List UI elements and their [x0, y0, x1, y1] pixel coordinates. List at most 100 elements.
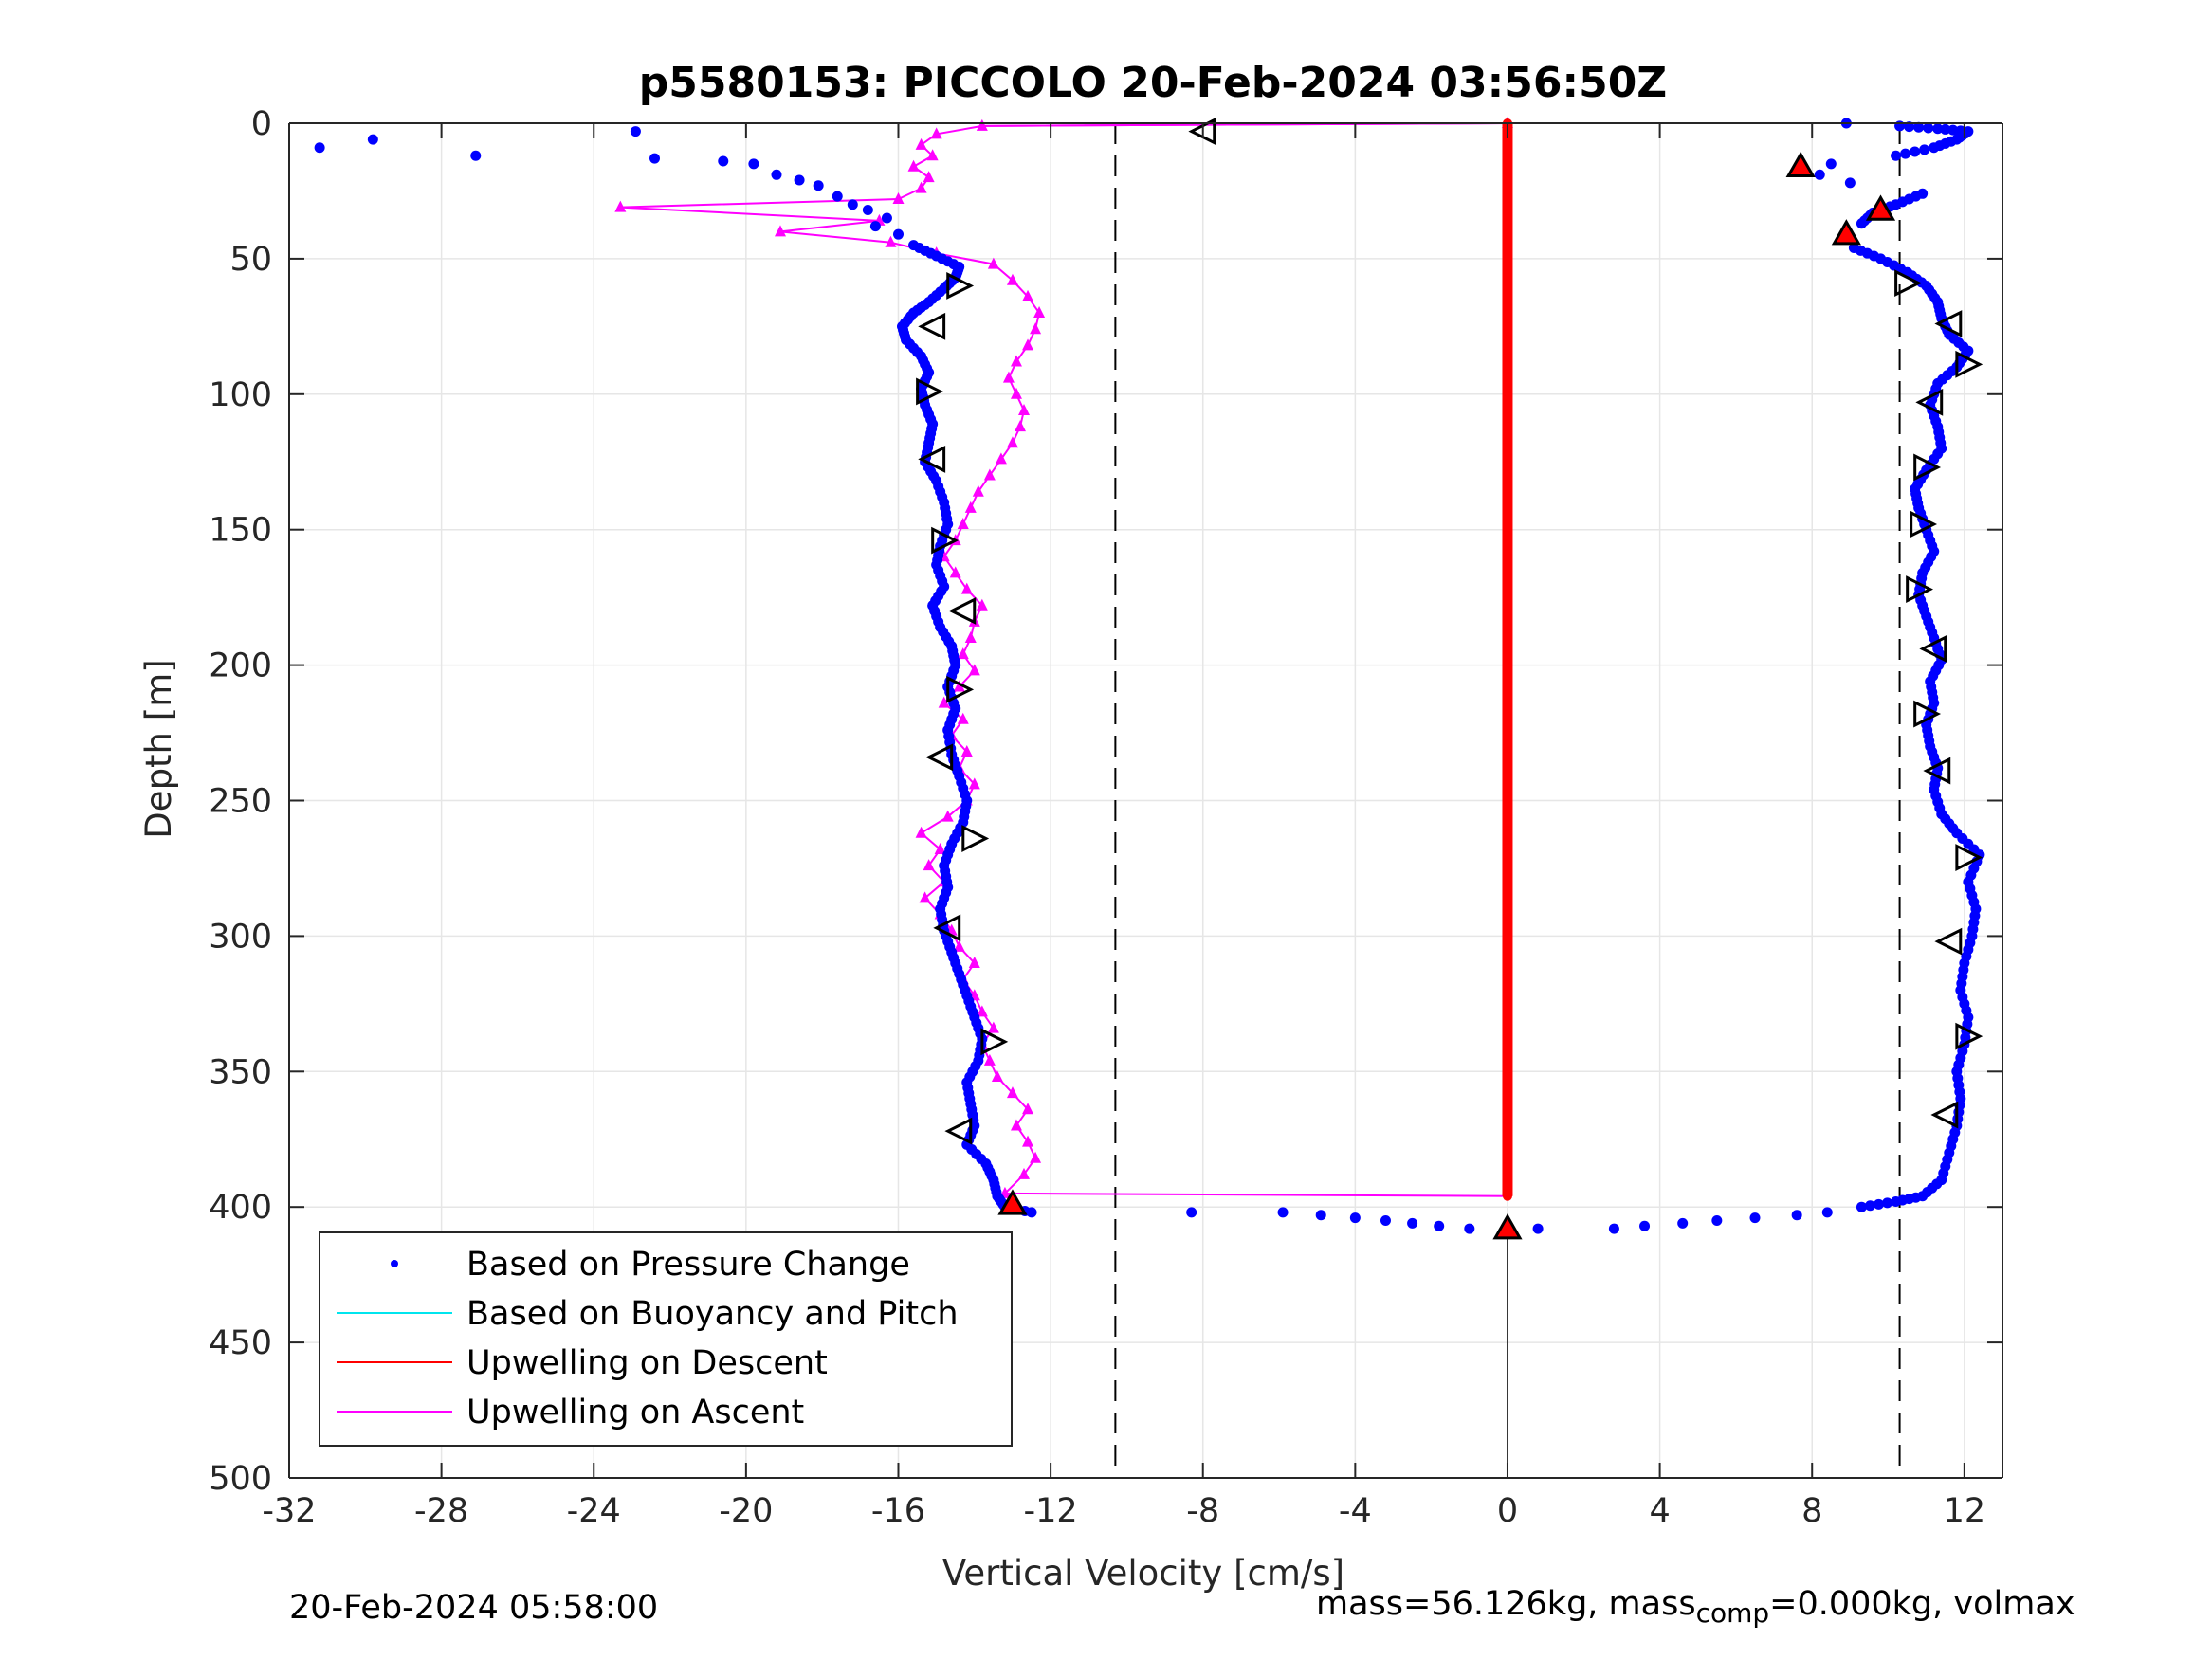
pressure-point [1917, 188, 1929, 199]
pressure-point [1864, 1200, 1875, 1212]
descent-point [1502, 237, 1512, 247]
ascent-point [1030, 1151, 1042, 1163]
ascent-point [930, 127, 942, 139]
ascent-point [1014, 420, 1026, 432]
direction-marker [1894, 269, 1922, 298]
ascent-point [1033, 306, 1046, 319]
descent-point [1502, 1072, 1512, 1083]
x-tick-label: -28 [414, 1492, 468, 1530]
ascent-point [968, 664, 980, 676]
legend-entry-pressure: Based on Pressure Change [466, 1246, 910, 1284]
legend-entry-buoyancy: Based on Buoyancy and Pitch [466, 1295, 959, 1333]
ascent-point [976, 1005, 988, 1017]
descent-point [1502, 248, 1512, 259]
x-tick-label: -16 [871, 1492, 925, 1530]
footer-mass-sub: comp [1695, 1597, 1770, 1629]
ascent-point [1006, 273, 1018, 285]
descent-point [1502, 486, 1512, 497]
pressure-point [630, 126, 641, 137]
pressure-point [1186, 1207, 1197, 1218]
direction-marker [1934, 310, 1963, 337]
ascent-point [934, 842, 946, 854]
descent-point [1502, 281, 1512, 291]
x-tick-label: 4 [1649, 1492, 1670, 1530]
direction-markers [916, 118, 1983, 1240]
pressure-point [314, 142, 325, 154]
legend: Based on Pressure Change Based on Buoyan… [319, 1231, 1013, 1447]
descent-point [1502, 1093, 1512, 1103]
direction-marker [944, 1117, 973, 1145]
descent-point [1502, 574, 1512, 584]
descent-point [1502, 540, 1512, 551]
descent-point [1502, 508, 1512, 519]
descent-point [1502, 909, 1512, 920]
descent-point [1502, 552, 1512, 562]
direction-marker [1919, 635, 1947, 663]
ascent-point [919, 891, 931, 903]
descent-point [1502, 811, 1512, 822]
axes: -32 -28 -24 -20 -16 -12 -8 -4 0 4 8 12 0 50 100 150 200 2… [209, 105, 2003, 1530]
descent-point [1502, 1017, 1512, 1028]
chart-title: p5580153: PICCOLO 20-Feb-2024 03:56:50Z [639, 59, 1667, 107]
pressure-point [1315, 1210, 1326, 1221]
ascent-point [995, 452, 1007, 465]
direction-marker [1955, 350, 1983, 378]
y-tick-label: 300 [209, 918, 272, 956]
direction-marker [1915, 388, 1944, 416]
pressure-point [1891, 150, 1902, 161]
descent-point [1502, 606, 1512, 616]
ascent-point [1022, 338, 1034, 351]
descent-point [1502, 768, 1512, 778]
x-tick-label: -8 [1186, 1492, 1219, 1530]
descent-point [1502, 173, 1512, 183]
pressure-point [718, 155, 729, 167]
pressure-point [1380, 1214, 1391, 1226]
legend-box [319, 1231, 1013, 1447]
descent-point [1502, 953, 1512, 963]
descent-point [1502, 476, 1512, 486]
direction-marker [1955, 1022, 1983, 1050]
pressure-point [1677, 1217, 1689, 1229]
descent-point [1502, 400, 1512, 410]
descent-point [1502, 291, 1512, 301]
ascent-point [1022, 289, 1034, 301]
descent-point [1502, 443, 1512, 453]
ascent-point [775, 225, 787, 237]
ascent-point [941, 810, 954, 822]
direction-marker [931, 526, 960, 555]
pressure-point [1825, 158, 1837, 170]
descent-point [1502, 616, 1512, 627]
ascent-point [915, 826, 927, 838]
descent-point [1502, 270, 1512, 281]
ascent-connector [1004, 1192, 1508, 1197]
legend-entry-ascent: Upwelling on Ascent [466, 1394, 804, 1431]
surface-marker [1831, 219, 1861, 246]
direction-marker [933, 914, 961, 942]
pressure-point [1349, 1212, 1361, 1224]
descent-point [1502, 931, 1512, 941]
ascent-point [957, 647, 969, 660]
descent-point [1502, 595, 1512, 606]
descent-point [1502, 1148, 1512, 1158]
ascent-point [885, 235, 897, 247]
ascent-point [1010, 1119, 1022, 1131]
direction-marker [946, 675, 975, 703]
ascent-point [1010, 355, 1022, 367]
descent-point [1502, 725, 1512, 736]
direction-marker [1930, 1101, 1959, 1129]
x-tick-label: -24 [567, 1492, 621, 1530]
ascent-point [907, 159, 920, 172]
x-tick-label: -32 [262, 1492, 316, 1530]
descent-point [1502, 887, 1512, 898]
pressure-point [1608, 1223, 1619, 1234]
y-tick-label: 400 [209, 1189, 272, 1227]
descent-point [1502, 1083, 1512, 1093]
y-tick-label: 150 [209, 512, 272, 550]
descent-point [1502, 1039, 1512, 1049]
pressure-point [1407, 1217, 1418, 1229]
direction-marker [918, 445, 946, 473]
x-tick-label: -20 [719, 1492, 773, 1530]
x-tick-label: -4 [1339, 1492, 1372, 1530]
ascent-point [949, 566, 961, 578]
